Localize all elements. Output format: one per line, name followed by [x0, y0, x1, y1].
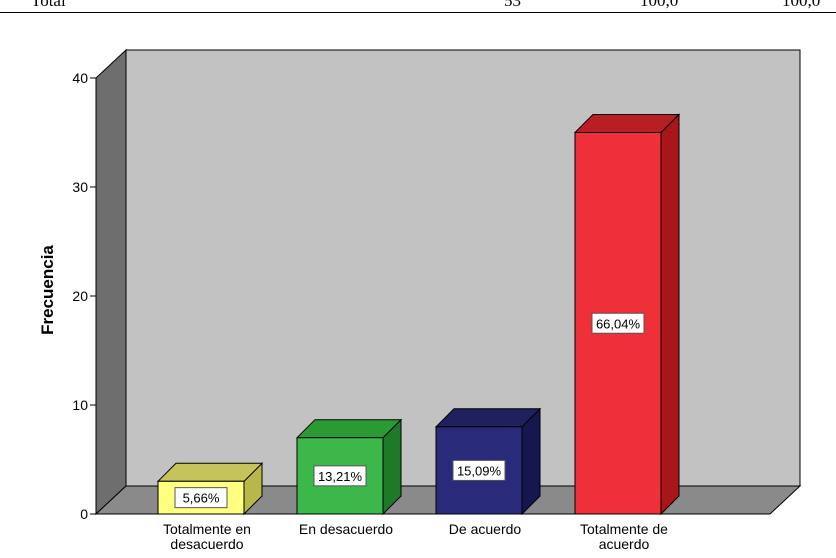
y-tick-label: 30 [72, 179, 88, 195]
data-label-box [452, 459, 506, 481]
data-label-box [591, 312, 645, 334]
category-label-line: acuerdo [599, 536, 650, 552]
bar-top [573, 114, 681, 133]
category-label-line: En desacuerdo [299, 521, 393, 537]
category-label: De acuerdo [449, 521, 522, 537]
bar: 66,04% [573, 113, 681, 516]
bars-group: 5,66% 13,21% 15,09% 66,04% [156, 113, 681, 516]
category-label: Totalmente de acuerdo [580, 521, 668, 552]
data-label-box [313, 465, 367, 487]
y-tick-label: 0 [80, 506, 88, 522]
y-tick-label: 10 [72, 397, 88, 413]
bar-top [434, 408, 542, 428]
bar-top [156, 462, 264, 482]
y-tick-label: 20 [72, 288, 88, 304]
category-label: Totalmente en desacuerdo [163, 521, 251, 552]
category-label-line: Totalmente de [580, 521, 668, 537]
data-label: 66,04% [596, 316, 641, 331]
data-label-box [174, 487, 228, 509]
bar: 5,66% [156, 462, 264, 516]
table-fragment-row: Total 53 100,0 100,0 [0, 0, 836, 22]
data-label: 15,09% [457, 463, 502, 478]
data-label: 5,66% [183, 491, 220, 506]
y-axis-title: Frecuencia [38, 245, 57, 335]
y-tick-label: 40 [72, 70, 88, 86]
bar-side [660, 113, 680, 516]
category-label-line: De acuerdo [449, 521, 522, 537]
y-axis: 0 10 20 30 40 [72, 70, 97, 522]
left-wall [95, 48, 127, 516]
category-labels: Totalmente en desacuerdo En desacuerdo De a… [163, 521, 668, 552]
table-bottom-rule [0, 12, 836, 13]
table-cell-valid-percent: 100,0 [782, 0, 821, 10]
bar: 15,09% [434, 407, 542, 516]
category-label-line: desacuerdo [170, 536, 243, 552]
table-row-label: Total [31, 0, 66, 10]
table-cell-percent: 100,0 [640, 0, 679, 10]
bar: 13,21% [295, 418, 403, 516]
table-cell-frequency: 53 [504, 0, 521, 10]
category-label-line: Totalmente en [163, 521, 251, 537]
bar-top [295, 419, 403, 439]
category-label: En desacuerdo [299, 521, 393, 537]
data-label: 13,21% [318, 469, 363, 484]
